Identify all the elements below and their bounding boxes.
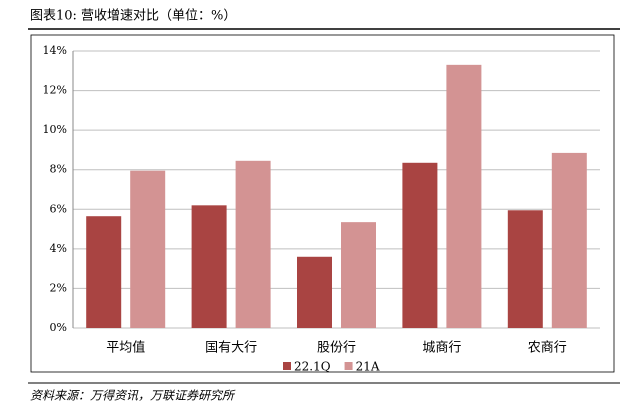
y-tick-label: 10% (43, 123, 67, 136)
x-tick-label: 农商行 (528, 341, 567, 356)
x-tick-label: 股份行 (317, 341, 356, 356)
bar (130, 170, 166, 328)
legend-label: 22.1Q (294, 360, 331, 374)
y-tick-label: 2% (50, 281, 67, 294)
bar (446, 64, 482, 328)
y-tick-label: 14% (43, 44, 67, 57)
bar (191, 205, 227, 328)
bar (507, 210, 543, 328)
y-tick-label: 12% (43, 84, 67, 97)
x-tick-label: 平均值 (106, 340, 145, 356)
bar (402, 162, 438, 328)
bar (297, 256, 332, 328)
legend-swatch (283, 362, 291, 370)
bar (341, 222, 376, 328)
legend-swatch (344, 362, 353, 370)
bar (86, 216, 122, 328)
y-tick-label: 8% (50, 163, 67, 176)
x-tick-label: 城商行 (422, 341, 461, 356)
x-tick-label: 国有大行 (205, 341, 257, 356)
y-tick-label: 4% (50, 242, 67, 255)
chart-title: 图表10: 营收增速对比（单位：%） (30, 9, 236, 24)
chart-frame (30, 34, 615, 373)
y-tick-label: 0% (50, 321, 67, 334)
bar (235, 160, 271, 328)
y-tick-label: 6% (50, 202, 67, 215)
legend-label: 21A (356, 360, 380, 374)
bar (551, 152, 587, 328)
source-note: 资料来源：万得资讯，万联证券研究所 (30, 389, 236, 403)
